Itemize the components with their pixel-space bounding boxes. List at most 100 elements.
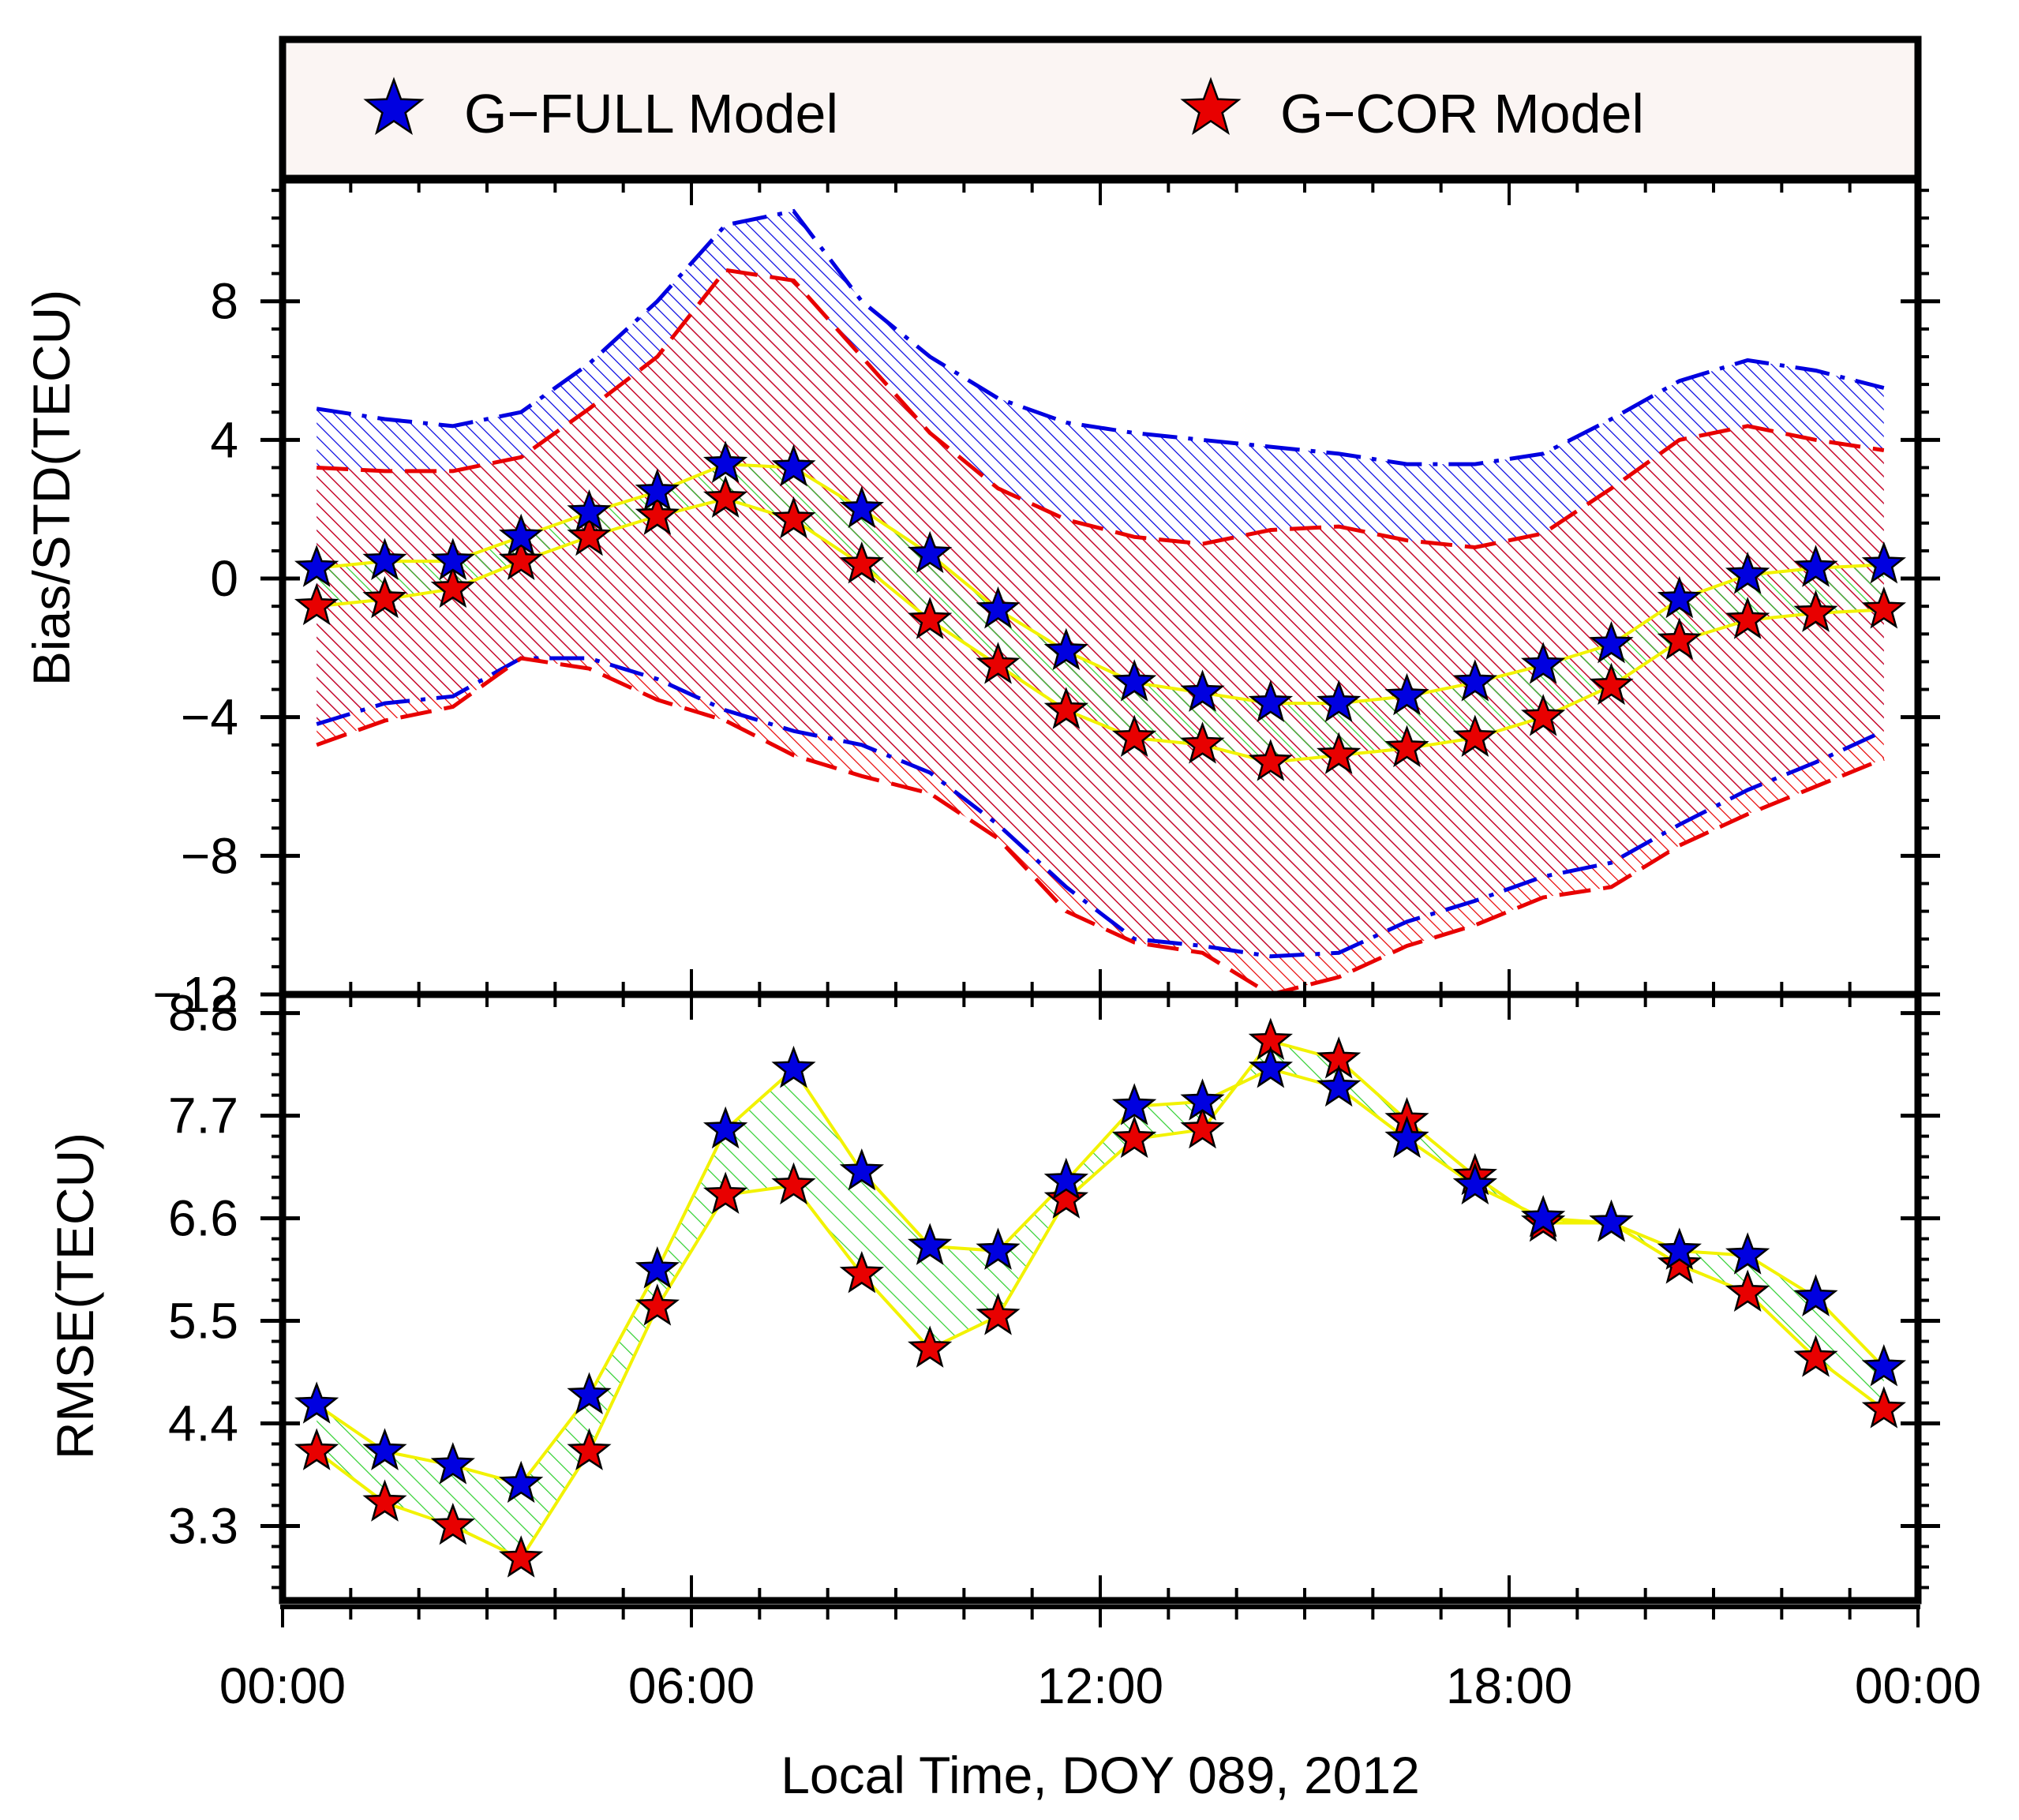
cor-bias-point [498,537,544,580]
legend-label-cor: G−COR Model [1280,83,1644,144]
full-bias-point [1793,545,1838,587]
cor-bias-point [1521,694,1566,736]
full-bias-point [1111,659,1157,702]
full-bias-point [839,485,885,529]
cor-rmse-point [1657,1241,1702,1284]
cor-rmse-line [315,1039,1886,1561]
cor-bias-point [362,575,407,619]
full-bias-point [1384,672,1429,716]
cor-bias-point [907,597,953,639]
rmse-panel: 8.8 7.7 6.6 5.5 4.4 3.3 RMSE(TECU) [46,985,1940,1605]
cor-rmse-point [1111,1115,1157,1159]
full-rmse-point [1384,1115,1429,1159]
cor-bias-point [1111,714,1157,758]
cor-rmse-point [1793,1335,1838,1377]
cor-rmse-point [771,1162,816,1205]
full-bias-point [294,545,339,587]
rmse-plot-area [315,1039,1886,1561]
y-tick-label: 4.4 [168,1395,238,1452]
full-rmse-point [1111,1083,1157,1125]
cor-rmse-point [839,1250,885,1294]
full-rmse-point [702,1106,748,1149]
x-axis-tick-labels: 00:00 06:00 12:00 18:00 00:00 [219,1657,1981,1714]
cor-bias-point [702,475,748,519]
cor-rmse-point [294,1428,339,1470]
full-rmse-point [1316,1064,1362,1107]
full-bias-point [567,489,612,532]
full-rmse-point [976,1227,1021,1270]
full-bias-point [1452,659,1498,702]
x-axis-ticks [281,180,1920,1627]
cor-bias-point [1452,714,1498,758]
legend-label-full: G−FULL Model [464,83,838,144]
x-tick-label: 06:00 [628,1657,755,1714]
cor-bias-point [567,513,612,556]
cor-bias-point [1316,732,1362,774]
y-tick-label: 8 [210,273,238,330]
full-rmse-point [1520,1195,1566,1238]
cor-bias-point [771,496,816,539]
y-tick-label: 4 [210,411,238,468]
full-rmse-point [498,1460,544,1504]
bias-y-axis-title: Bias/STD(TECU) [22,290,81,686]
full-rmse-point [907,1223,953,1265]
y-tick-label: −12 [152,966,238,1023]
cor-rmse-point [1861,1386,1907,1429]
full-rmse-point [1861,1344,1907,1387]
full-bias-point [1248,680,1294,722]
data-markers [294,440,1907,1578]
cor-std-band [317,270,1884,994]
bias-plot-area [316,208,1885,994]
cor-bias-point [430,565,476,609]
full-rmse-point [1657,1227,1702,1270]
y-tick-label: 6.6 [168,1190,238,1247]
cor-rmse-point [362,1479,407,1522]
legend-marker-cor [1180,77,1242,136]
full-rmse-point [839,1148,885,1191]
full-rmse-point [635,1246,680,1289]
y-tick-label: −4 [181,689,238,746]
full-rmse-point [567,1372,612,1414]
cor-rmse-point [702,1171,748,1214]
cor-bias-point [635,492,680,535]
legend-box [279,36,1922,182]
cor-rmse-point [635,1283,680,1326]
cor-bias-point [294,582,339,626]
full-rmse-point [1180,1078,1225,1121]
rmse-difference-band [317,1041,1884,1559]
cor-bias-point [839,541,885,584]
x-tick-label: 00:00 [1855,1657,1981,1714]
cor-rmse-point [430,1502,475,1545]
bias-ticks: 8 4 0 −4 −8 −12 [152,189,1940,1023]
cor-bias-point [976,642,1021,684]
full-rmse-point [771,1045,816,1088]
y-tick-label: 0 [210,550,238,607]
cor-bias-point [1384,725,1429,768]
full-rmse-point [1793,1274,1838,1316]
full-bias-point [1861,541,1907,584]
full-bias-point [362,537,407,580]
full-bias-point [1520,642,1566,684]
cor-bias-point [1861,586,1907,629]
legend-marker-full [363,77,425,136]
full-rmse-point [1452,1162,1498,1205]
full-bias-point [1043,627,1089,671]
cor-std-upper-line [317,268,1885,550]
y-tick-label: −8 [181,827,238,884]
y-tick-label: 3.3 [168,1497,238,1554]
cor-bias-point [1180,721,1225,764]
full-bias-point [702,440,748,483]
full-rmse-point [1043,1157,1089,1200]
full-rmse-point [1725,1232,1770,1275]
full-bias-point [976,586,1021,629]
cor-rmse-point [1043,1176,1089,1219]
rmse-y-axis-title: RMSE(TECU) [46,1133,104,1459]
cor-rmse-point [498,1535,544,1578]
y-tick-label: 8.8 [168,985,238,1042]
y-tick-label: 7.7 [168,1088,238,1144]
full-rmse-point [362,1428,407,1470]
legend: G−FULL Model G−COR Model [279,36,1922,182]
cor-bias-point [1725,597,1770,639]
full-std-upper-line [316,208,1885,466]
y-tick-label: 5.5 [168,1293,238,1350]
